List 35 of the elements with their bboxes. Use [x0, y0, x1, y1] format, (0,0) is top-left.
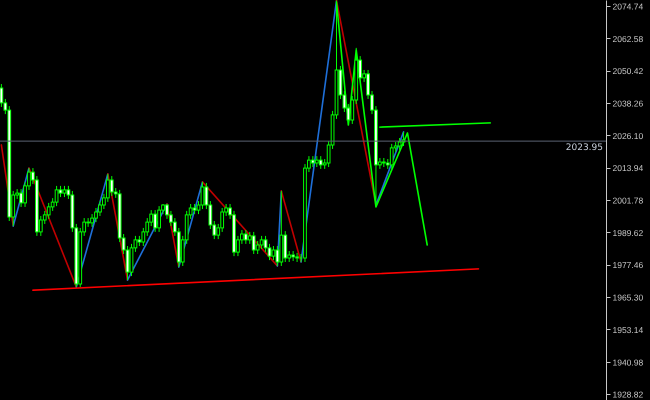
- y-tick-label: 1953.14: [612, 324, 644, 335]
- candlestick: [314, 156, 319, 168]
- y-tick-label: 2026.10: [612, 130, 644, 141]
- candlestick: [137, 235, 142, 247]
- y-tick-label: 2074.74: [612, 2, 644, 12]
- y-tick-label: 2001.78: [612, 196, 644, 206]
- candlestick: [291, 250, 296, 262]
- candlestick: [54, 185, 58, 207]
- candlestick: [157, 206, 161, 232]
- candlestick: [283, 230, 288, 262]
- ref-line-label: 2023.95: [566, 143, 603, 154]
- y-tick-label: 2050.42: [612, 66, 644, 76]
- candlestick: [295, 252, 299, 262]
- candlestick: [252, 231, 256, 254]
- candlestick: [19, 188, 23, 208]
- candlestick: [382, 157, 386, 168]
- candlestick: [318, 156, 323, 170]
- candlestick: [153, 210, 158, 232]
- y-tick-label: 1977.46: [612, 260, 644, 270]
- y-tick-label: 1965.30: [612, 292, 644, 303]
- y-tick-label: 1940.98: [612, 357, 644, 368]
- y-tick-label: 2013.94: [612, 163, 644, 174]
- y-tick-label: 2038.26: [612, 98, 644, 109]
- candlestick: [62, 185, 66, 198]
- candlestick: [390, 143, 394, 170]
- y-tick-label: 1989.62: [612, 228, 644, 238]
- candlestick: [272, 246, 276, 261]
- y-tick-label: 2062.58: [612, 34, 644, 44]
- candlestick: [110, 176, 114, 197]
- candlestick: [200, 181, 204, 210]
- candlestick: [310, 156, 315, 168]
- y-tick-label: 1928.82: [612, 390, 644, 400]
- candlestick: [220, 207, 224, 232]
- candlestick: [192, 203, 196, 215]
- candlestick: [244, 230, 248, 244]
